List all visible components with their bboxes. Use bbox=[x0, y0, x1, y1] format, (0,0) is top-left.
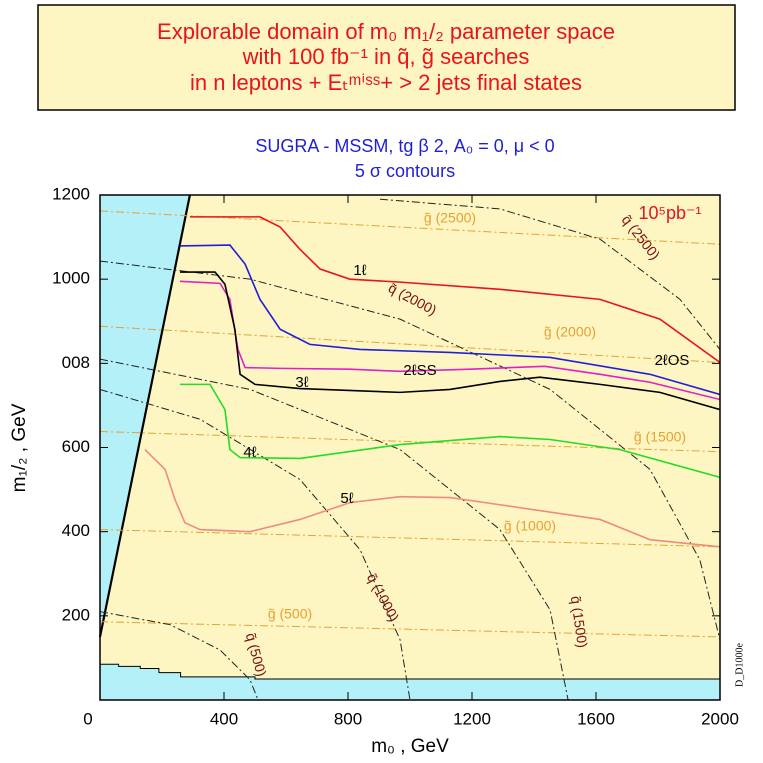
plot-background bbox=[100, 195, 720, 700]
contour-line bbox=[179, 271, 720, 411]
y-tick-label: 200 bbox=[62, 605, 90, 624]
series-label: 1ℓ bbox=[353, 262, 366, 279]
y-tick-label: 1200 bbox=[52, 184, 90, 203]
gluino-label: g̃ (1000) bbox=[504, 518, 556, 534]
gluino-label: g̃ (2500) bbox=[424, 210, 476, 226]
title-box bbox=[37, 4, 736, 111]
contour-line bbox=[179, 383, 720, 479]
gluino-label: g̃ (500) bbox=[268, 606, 312, 622]
squark-contour bbox=[100, 611, 259, 700]
annotation: D_D1000e bbox=[734, 643, 745, 687]
theory-boundary bbox=[98, 194, 191, 638]
series-label: 2ℓSS bbox=[403, 362, 436, 379]
squark-contour bbox=[100, 388, 411, 700]
squark-contour bbox=[379, 198, 720, 350]
y-tick-label: 600 bbox=[62, 437, 90, 456]
y-tick-label: 008 bbox=[62, 353, 90, 372]
chart-title: Explorable domain of m₀ m₁/₂ parameter s… bbox=[157, 19, 615, 44]
series-label: 5ℓ bbox=[340, 490, 353, 507]
chart-subtitle: SUGRA - MSSM, tg β 2, A₀ = 0, μ < 0 bbox=[255, 136, 554, 156]
squark-contour bbox=[100, 260, 720, 640]
gluino-contour bbox=[100, 325, 720, 363]
y-tick-label: 400 bbox=[62, 521, 90, 540]
x-tick-label: 0 bbox=[83, 709, 92, 728]
gluino-label: g̃ (1500) bbox=[634, 429, 686, 445]
x-tick-label: 1200 bbox=[453, 709, 491, 728]
contour-line bbox=[189, 216, 720, 364]
series-label: 3ℓ bbox=[295, 374, 308, 391]
gluino-contour bbox=[100, 621, 720, 638]
series-label: 2ℓOS bbox=[655, 352, 690, 369]
y-axis-title: m₁/₂ , GeV bbox=[9, 403, 30, 492]
contour-line bbox=[179, 244, 720, 396]
chart-title: with 100 fb⁻¹ in q̃, g̃ searches bbox=[242, 44, 530, 69]
contour-line bbox=[179, 280, 720, 401]
y-tick-label: 1000 bbox=[52, 269, 90, 288]
x-axis-title: m₀ , GeV bbox=[371, 736, 449, 757]
gluino-label: g̃ (2000) bbox=[544, 324, 596, 340]
x-tick-label: 2000 bbox=[701, 709, 739, 728]
x-tick-label: 1600 bbox=[577, 709, 615, 728]
x-tick-label: 400 bbox=[210, 709, 238, 728]
contour-line bbox=[144, 449, 720, 548]
chart-subtitle: 5 σ contours bbox=[355, 161, 455, 181]
x-tick-label: 800 bbox=[334, 709, 362, 728]
gluino-contour bbox=[100, 529, 720, 548]
annotation: 10⁵pb⁻¹ bbox=[639, 203, 702, 223]
chart-title: in n leptons + Eₜᵐⁱˢˢ+ > 2 jets final st… bbox=[190, 70, 582, 95]
squark-label: q̃ (1500) bbox=[568, 595, 591, 649]
series-label: 4ℓ bbox=[243, 444, 256, 461]
